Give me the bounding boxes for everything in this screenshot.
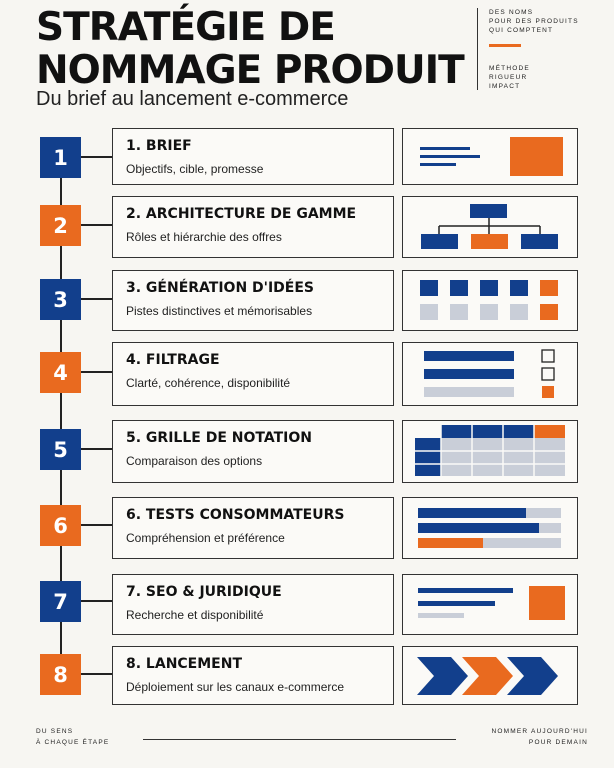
step-number-badge: 7 [40,581,81,622]
filter-checklist-illustration-icon [402,342,578,406]
side-tagline-line: POUR DES PRODUITS [489,18,579,25]
side-tagline-bottom: MÉTHODE RIGUEUR IMPACT [489,64,530,91]
step-title: 4. FILTRAGE [126,352,220,368]
page-subtitle: Du brief au lancement e-commerce [36,88,349,110]
step-number-badge: 8 [40,654,81,695]
brief-illustration-icon [402,128,578,185]
step-number-badge: 5 [40,429,81,470]
step-number-badge: 3 [40,279,81,320]
launch-chevrons-illustration-icon [402,646,578,705]
step-title: 5. GRILLE DE NOTATION [126,430,312,446]
side-tagline-line: RIGUEUR [489,74,528,81]
step-title: 8. LANCEMENT [126,656,243,672]
step-description: Comparaison des options [126,454,263,468]
header-divider [477,8,478,90]
side-tagline-line: IMPACT [489,83,521,90]
footer-line: À CHAQUE ÉTAPE [36,739,110,746]
step-title: 1. BRIEF [126,138,192,154]
step-card: 3. GÉNÉRATION D'IDÉES Pistes distinctive… [112,270,394,331]
step-card: 8. LANCEMENT Déploiement sur les canaux … [112,646,394,705]
footer-divider [143,739,456,740]
connector-line [81,448,112,450]
side-tagline-line: QUI COMPTENT [489,27,554,34]
step-number-badge: 2 [40,205,81,246]
step-description: Clarté, cohérence, disponibilité [126,376,291,390]
step-description: Pistes distinctives et mémorisables [126,304,313,318]
step-card: 2. ARCHITECTURE DE GAMME Rôles et hiérar… [112,196,394,258]
step-number-badge: 1 [40,137,81,178]
connector-line [81,673,112,675]
side-tagline-line: MÉTHODE [489,65,530,72]
step-card: 7. SEO & JURIDIQUE Recherche et disponib… [112,574,394,635]
ideas-grid-illustration-icon [402,270,578,331]
side-tagline-line: DES NOMS [489,9,534,16]
step-description: Déploiement sur les canaux e-commerce [126,680,345,694]
connector-line [81,371,112,373]
title-line-1: STRATÉGIE DE [36,5,336,50]
title-line-2: NOMMAGE PRODUIT [36,48,465,93]
step-number-badge: 6 [40,505,81,546]
hierarchy-illustration-icon [402,196,578,258]
step-card: 4. FILTRAGE Clarté, cohérence, disponibi… [112,342,394,406]
connector-line [81,156,112,158]
footer-line: NOMMER AUJOURD'HUI [491,728,588,735]
step-description: Objectifs, cible, promesse [126,162,264,176]
step-description: Compréhension et préférence [126,531,285,545]
connector-line [81,298,112,300]
step-description: Recherche et disponibilité [126,608,264,622]
step-title: 6. TESTS CONSOMMATEURS [126,507,345,523]
footer-left-tagline: DU SENS À CHAQUE ÉTAPE [36,726,109,748]
scoring-table-illustration-icon [402,420,578,483]
step-description: Rôles et hiérarchie des offres [126,230,282,244]
timeline-spine [60,160,62,680]
footer-line: DU SENS [36,728,74,735]
step-title: 3. GÉNÉRATION D'IDÉES [126,280,314,296]
side-tagline-top: DES NOMS POUR DES PRODUITS QUI COMPTENT [489,8,579,35]
connector-line [81,224,112,226]
step-title: 7. SEO & JURIDIQUE [126,584,282,600]
side-accent-bar [489,44,521,47]
step-card: 6. TESTS CONSOMMATEURS Compréhension et … [112,497,394,559]
step-number-badge: 4 [40,352,81,393]
page-title: STRATÉGIE DE NOMMAGE PRODUIT [36,5,465,93]
progress-bars-illustration-icon [402,497,578,559]
footer-right-tagline: NOMMER AUJOURD'HUI POUR DEMAIN [491,726,588,748]
step-card: 5. GRILLE DE NOTATION Comparaison des op… [112,420,394,483]
step-card: 1. BRIEF Objectifs, cible, promesse [112,128,394,185]
step-title: 2. ARCHITECTURE DE GAMME [126,206,357,222]
footer-line: POUR DEMAIN [528,739,588,746]
connector-line [81,600,112,602]
search-legal-illustration-icon [402,574,578,635]
connector-line [81,524,112,526]
